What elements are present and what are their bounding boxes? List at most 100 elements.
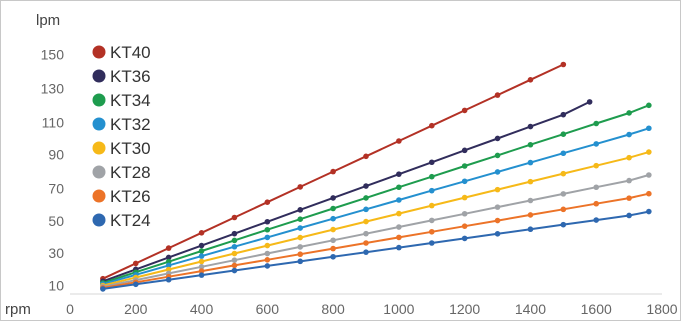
- data-point: [593, 184, 600, 191]
- data-point: [132, 281, 139, 288]
- legend-item-kt32: KT32: [92, 115, 151, 134]
- x-tick-label: 1000: [383, 301, 414, 317]
- legend-marker: [92, 117, 106, 131]
- data-point: [165, 266, 172, 273]
- series-kt36: [100, 99, 593, 285]
- data-point: [297, 251, 304, 258]
- data-point: [363, 218, 369, 225]
- series-kt30: [100, 149, 652, 289]
- data-point: [461, 163, 468, 169]
- data-point: [363, 153, 369, 160]
- data-point: [428, 240, 435, 246]
- data-point: [198, 248, 205, 254]
- data-point: [264, 218, 271, 225]
- data-point: [461, 178, 468, 185]
- data-point: [527, 197, 534, 204]
- data-point: [560, 191, 567, 197]
- data-point: [231, 243, 238, 250]
- data-point: [396, 184, 402, 191]
- data-point: [198, 258, 205, 265]
- x-tick-label: 200: [124, 301, 148, 317]
- data-point: [646, 125, 652, 132]
- data-point: [297, 244, 304, 250]
- data-point: [231, 214, 238, 221]
- legend-marker: [92, 69, 106, 83]
- x-tick-label: 0: [66, 301, 74, 317]
- data-point: [100, 286, 106, 292]
- data-point: [264, 242, 271, 249]
- data-point: [396, 244, 402, 251]
- data-point: [646, 172, 652, 178]
- data-point: [428, 159, 435, 166]
- data-point: [297, 234, 304, 241]
- legend-marker: [92, 93, 106, 107]
- data-point: [330, 245, 336, 252]
- data-point: [646, 149, 652, 155]
- legend-item-kt36: KT36: [92, 67, 151, 86]
- legend-marker: [92, 213, 106, 227]
- data-point: [626, 212, 632, 219]
- data-point: [396, 234, 402, 241]
- data-point: [560, 206, 567, 213]
- series-line: [102, 127, 650, 286]
- legend-item-kt34: KT34: [92, 91, 151, 110]
- data-point: [593, 217, 600, 223]
- data-point: [297, 258, 304, 265]
- data-point: [231, 262, 238, 269]
- data-point: [494, 204, 501, 210]
- x-tick-labels: 0 200 400 600 800 1000 1200 1400 1600 1800: [66, 301, 678, 317]
- data-point: [527, 226, 534, 233]
- series-kt24: [100, 208, 652, 292]
- data-point: [330, 195, 336, 201]
- data-point: [264, 234, 271, 241]
- data-point: [560, 111, 567, 118]
- legend-marker: [92, 165, 106, 179]
- data-point: [560, 131, 567, 137]
- series-line: [102, 174, 650, 288]
- data-point: [264, 257, 271, 263]
- y-tick-label: 30: [48, 245, 64, 261]
- data-point: [527, 123, 534, 130]
- series-line: [102, 151, 650, 287]
- legend-item-kt28: KT28: [92, 163, 151, 182]
- data-point: [586, 99, 593, 105]
- data-point: [165, 245, 172, 251]
- legend-marker: [92, 45, 106, 59]
- data-point: [264, 250, 271, 257]
- data-point: [527, 159, 534, 166]
- data-point: [527, 212, 534, 218]
- legend-label: KT36: [110, 67, 151, 86]
- data-point: [527, 141, 534, 148]
- data-point: [330, 226, 336, 233]
- x-tick-label: 800: [321, 301, 345, 317]
- legend-label: KT32: [110, 115, 151, 134]
- data-point: [165, 262, 172, 269]
- legend-item-kt30: KT30: [92, 139, 151, 158]
- data-point: [297, 225, 304, 231]
- legend-label: KT26: [110, 187, 151, 206]
- data-point: [330, 253, 336, 260]
- series-line: [102, 104, 650, 284]
- data-point: [461, 107, 468, 114]
- series-line: [102, 101, 591, 283]
- x-tick-label: 1600: [581, 301, 612, 317]
- y-tick-label: 50: [48, 213, 64, 229]
- data-point: [297, 207, 304, 213]
- data-point: [396, 171, 402, 177]
- data-point: [428, 122, 435, 129]
- data-point: [132, 260, 139, 267]
- data-point: [461, 194, 468, 201]
- data-point: [428, 202, 435, 209]
- data-point: [593, 120, 600, 127]
- data-point: [494, 169, 501, 175]
- data-point: [330, 168, 336, 175]
- data-point: [428, 187, 435, 194]
- data-point: [428, 217, 435, 224]
- series-line: [102, 210, 649, 290]
- data-point: [165, 276, 172, 283]
- data-point: [264, 226, 271, 233]
- series-kt32: [100, 125, 652, 287]
- data-point: [198, 253, 205, 259]
